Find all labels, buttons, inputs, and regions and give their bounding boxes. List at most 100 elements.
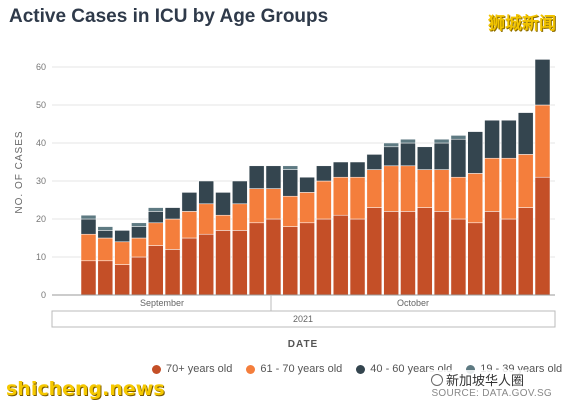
bar-segment-19-39[interactable] <box>383 142 399 148</box>
legend-item-70plus[interactable]: 70+ years old <box>152 363 232 375</box>
x-axis: September October 2021 DATE <box>51 294 556 350</box>
bar-segment-70plus[interactable] <box>332 214 349 296</box>
y-tick-label: 30 <box>36 176 46 186</box>
bar-segment-40-60[interactable] <box>97 230 114 239</box>
bar-segment-19-39[interactable] <box>131 222 147 227</box>
bar-segment-61-70[interactable] <box>450 176 467 220</box>
bar-segment-61-70[interactable] <box>148 222 164 246</box>
bar-segment-61-70[interactable] <box>366 169 383 208</box>
bar-segment-70plus[interactable] <box>316 218 332 296</box>
bar-segment-61-70[interactable] <box>181 211 198 239</box>
bar-segment-61-70[interactable] <box>97 237 114 262</box>
bar-segment-40-60[interactable] <box>248 165 265 189</box>
bar-segment-40-60[interactable] <box>80 218 97 235</box>
bar-segment-40-60[interactable] <box>114 230 130 243</box>
bar-segment-19-39[interactable] <box>148 207 164 212</box>
bar-segment-40-60[interactable] <box>299 176 315 193</box>
bar-segment-61-70[interactable] <box>248 188 265 224</box>
bar-segment-70plus[interactable] <box>366 207 383 296</box>
bar-segment-61-70[interactable] <box>517 154 534 208</box>
bar-segment-70plus[interactable] <box>198 233 214 296</box>
bar-segment-40-60[interactable] <box>467 131 483 174</box>
bar-segment-61-70[interactable] <box>316 180 332 220</box>
bar-segment-40-60[interactable] <box>282 169 299 197</box>
bar-segment-70plus[interactable] <box>383 211 399 296</box>
bar-segment-40-60[interactable] <box>181 192 198 212</box>
bar-segment-40-60[interactable] <box>484 119 500 159</box>
bar-segment-40-60[interactable] <box>215 192 231 216</box>
bar-segment-61-70[interactable] <box>215 214 231 231</box>
bar-segment-70plus[interactable] <box>248 222 265 296</box>
bar-segment-40-60[interactable] <box>450 138 467 178</box>
bar-segment-40-60[interactable] <box>164 207 181 220</box>
bar-segment-70plus[interactable] <box>299 222 315 296</box>
bar-segment-61-70[interactable] <box>332 176 349 216</box>
bar-segment-70plus[interactable] <box>97 260 114 296</box>
x-axis-label: DATE <box>288 339 318 350</box>
bar-segment-19-39[interactable] <box>97 226 114 231</box>
bar-segment-40-60[interactable] <box>534 59 551 106</box>
watermark-top: 狮城新闻 <box>488 14 556 34</box>
bar-segment-19-39[interactable] <box>400 138 416 144</box>
bar-segment-61-70[interactable] <box>484 157 500 212</box>
bar-segment-70plus[interactable] <box>265 218 282 296</box>
bar-segment-61-70[interactable] <box>417 169 433 208</box>
bar-segment-61-70[interactable] <box>433 169 450 212</box>
bar-segment-61-70[interactable] <box>265 188 282 220</box>
bar-segment-19-39[interactable] <box>80 214 97 220</box>
bar-segment-70plus[interactable] <box>417 207 433 296</box>
bar-segment-70plus[interactable] <box>400 211 416 296</box>
bar-segment-40-60[interactable] <box>400 142 416 167</box>
bar-segment-61-70[interactable] <box>131 237 147 258</box>
bar-segment-61-70[interactable] <box>383 165 399 212</box>
bar-segment-70plus[interactable] <box>534 176 551 296</box>
bar-segment-61-70[interactable] <box>501 157 517 220</box>
bar-segment-70plus[interactable] <box>517 207 534 296</box>
bar-segment-40-60[interactable] <box>501 119 517 159</box>
bar-segment-70plus[interactable] <box>484 211 500 296</box>
bar-segment-70plus[interactable] <box>467 222 483 296</box>
bar-segment-70plus[interactable] <box>181 237 198 296</box>
bar-segment-61-70[interactable] <box>400 165 416 212</box>
legend-item-61-70[interactable]: 61 - 70 years old <box>246 363 342 375</box>
bar-segment-40-60[interactable] <box>417 146 433 170</box>
bar-segment-61-70[interactable] <box>282 195 299 227</box>
bar-segment-61-70[interactable] <box>114 241 130 265</box>
bar-segment-40-60[interactable] <box>316 165 332 182</box>
bar-segment-70plus[interactable] <box>164 249 181 296</box>
bar-segment-70plus[interactable] <box>433 211 450 296</box>
bar-segment-70plus[interactable] <box>114 264 130 296</box>
bar-segment-40-60[interactable] <box>131 226 147 239</box>
bar-segment-19-39[interactable] <box>450 135 467 140</box>
chart-title: Active Cases in ICU by Age Groups <box>9 6 329 27</box>
bar-segment-40-60[interactable] <box>349 161 366 178</box>
bar-segment-70plus[interactable] <box>501 218 517 296</box>
bar-segment-40-60[interactable] <box>265 165 282 189</box>
bar-segment-19-39[interactable] <box>433 138 450 144</box>
bar-segment-61-70[interactable] <box>534 104 551 178</box>
bar-segment-40-60[interactable] <box>433 142 450 170</box>
bar-segment-61-70[interactable] <box>164 218 181 250</box>
bar-segment-70plus[interactable] <box>148 245 164 296</box>
bar-segment-40-60[interactable] <box>198 180 214 205</box>
bar-segment-61-70[interactable] <box>232 203 248 231</box>
bar-segment-40-60[interactable] <box>332 161 349 178</box>
bar-segment-40-60[interactable] <box>148 211 164 224</box>
bar-segment-70plus[interactable] <box>282 226 299 296</box>
bar-segment-61-70[interactable] <box>349 176 366 220</box>
bar-segment-61-70[interactable] <box>80 233 97 262</box>
bar-segment-70plus[interactable] <box>215 230 231 296</box>
bar-segment-61-70[interactable] <box>467 173 483 224</box>
bar-segment-70plus[interactable] <box>349 218 366 296</box>
bar-segment-61-70[interactable] <box>299 192 315 224</box>
bar-segment-40-60[interactable] <box>517 112 534 155</box>
bar-segment-70plus[interactable] <box>131 256 147 296</box>
bar-segment-40-60[interactable] <box>232 180 248 205</box>
bar-segment-61-70[interactable] <box>198 203 214 235</box>
bar-segment-40-60[interactable] <box>383 146 399 167</box>
bar-segment-70plus[interactable] <box>232 230 248 296</box>
bar-segment-40-60[interactable] <box>366 154 383 170</box>
bar-segment-70plus[interactable] <box>80 260 97 296</box>
bar-segment-19-39[interactable] <box>282 165 299 170</box>
bar-segment-70plus[interactable] <box>450 218 467 296</box>
